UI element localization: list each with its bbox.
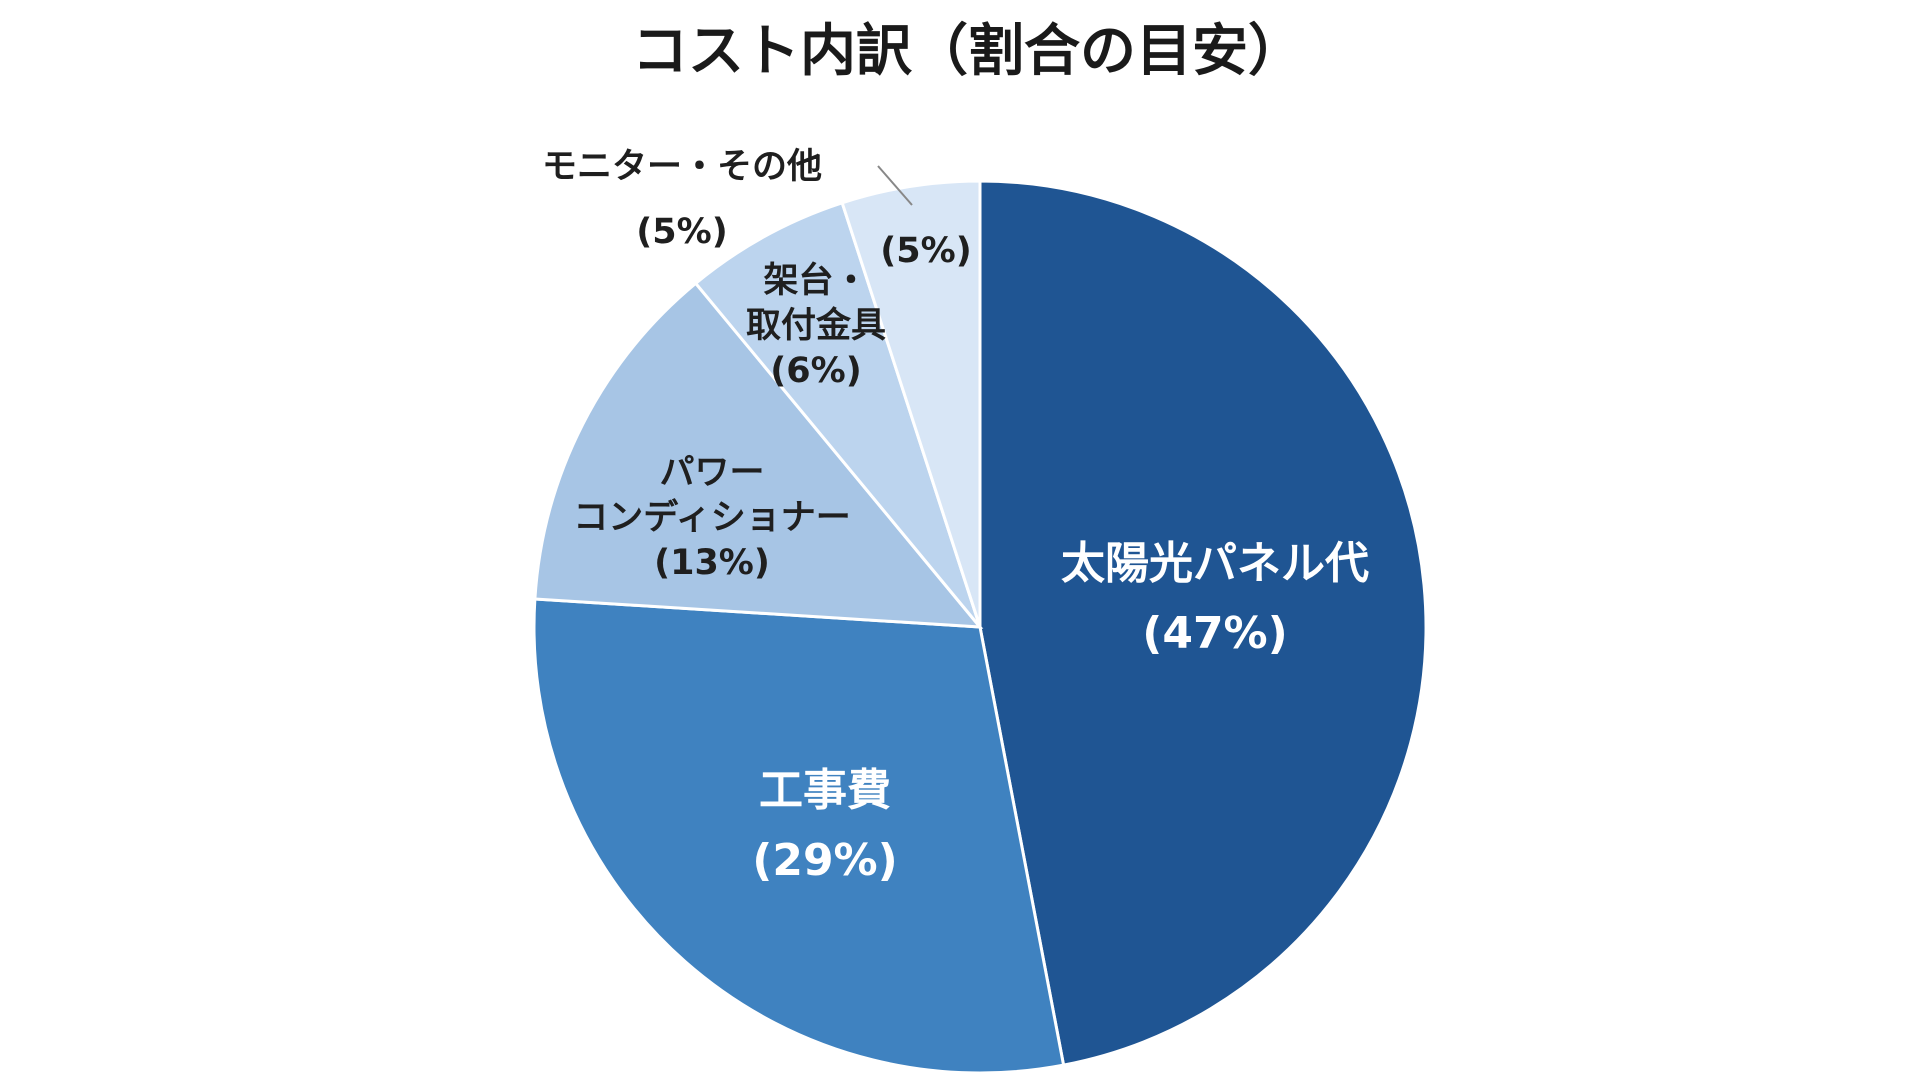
callout-leader-line — [877, 165, 913, 206]
pie-slice-4 — [693, 200, 982, 628]
callout-label: モニター・その他(5%) — [542, 147, 822, 252]
pie-slice-5 — [840, 179, 982, 628]
pie-slice-1 — [978, 179, 1428, 1067]
slice-label-4: 架台・取付金具(6%) — [746, 261, 886, 391]
slice-labels: 太陽光パネル代 (47%) 工事費 (29%) パワーコンディショナー(13%) 架台・取… — [542, 147, 1369, 886]
slice-value-label-1: (47%) — [1142, 608, 1288, 659]
slice-label-3: パワーコンディショナー(13%) — [573, 453, 851, 583]
slice-value-label-2: (29%) — [752, 835, 898, 886]
pie-slice-3 — [533, 281, 984, 629]
slice-label-2: 工事費 — [759, 765, 891, 816]
slice-label-1: 太陽光パネル代 — [1061, 538, 1369, 589]
slice-value-label-5: (5%) — [880, 231, 971, 271]
pie-slice-2 — [532, 597, 1066, 1075]
pie-slices — [532, 179, 1428, 1075]
chart-title: コスト内訳（割合の目安） — [632, 19, 1304, 84]
